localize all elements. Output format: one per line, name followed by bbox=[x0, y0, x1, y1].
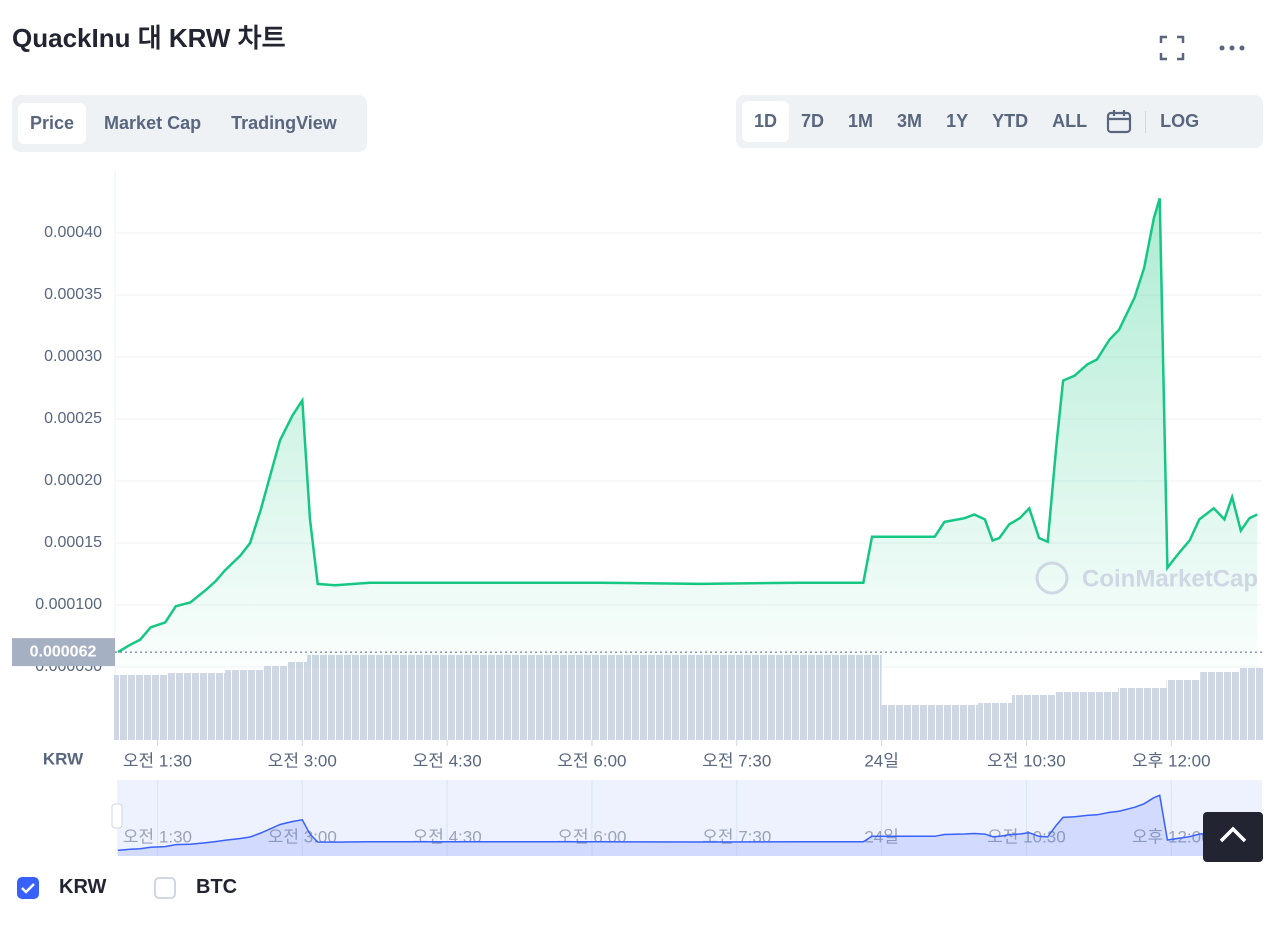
y-tick-label: 0.000100 bbox=[35, 596, 102, 613]
tab-group: Price Market Cap TradingView bbox=[12, 95, 367, 152]
volume-bar bbox=[307, 655, 882, 740]
x-tick-label: 오전 6:00 bbox=[557, 751, 626, 770]
navigator-area bbox=[117, 795, 1258, 856]
legend-item[interactable]: BTC bbox=[154, 876, 237, 899]
range-button[interactable]: 7D bbox=[801, 111, 825, 131]
legend-label: KRW bbox=[59, 876, 107, 898]
range-button[interactable]: ALL bbox=[1052, 111, 1088, 131]
watermark: CoinMarketCap bbox=[1082, 565, 1258, 592]
tab[interactable]: TradingView bbox=[231, 113, 337, 133]
navigator-tick-label: 오후 12:00 bbox=[1132, 827, 1211, 846]
price-line bbox=[117, 197, 1258, 654]
legend-item[interactable]: KRW bbox=[17, 876, 106, 899]
navigator-bg[interactable] bbox=[117, 780, 1262, 856]
volume-bar bbox=[881, 705, 979, 740]
log-button[interactable]: LOG bbox=[1160, 111, 1200, 131]
x-tick-label: 오전 7:30 bbox=[702, 751, 771, 770]
scroll-top-icon bbox=[1219, 826, 1247, 843]
navigator-tick-label: 오전 1:30 bbox=[123, 827, 192, 846]
volume-bar bbox=[1238, 668, 1263, 740]
navigator-tick-label: 오전 10:30 bbox=[987, 827, 1066, 846]
scroll-top-button[interactable] bbox=[1203, 812, 1263, 862]
tab[interactable]: Market Cap bbox=[104, 113, 202, 133]
range-button[interactable]: YTD bbox=[992, 111, 1029, 131]
x-tick-label: 오전 3:00 bbox=[268, 751, 337, 770]
volume-bar bbox=[287, 662, 308, 740]
price-marker-label: 0.000062 bbox=[30, 643, 97, 660]
volume-bar bbox=[225, 670, 264, 740]
volume-bar bbox=[1055, 692, 1119, 740]
range-button[interactable]: 1M bbox=[848, 111, 874, 131]
volume-bar bbox=[978, 703, 1012, 740]
volume-bar bbox=[263, 666, 288, 740]
checkbox[interactable] bbox=[154, 876, 176, 899]
calendar-icon[interactable] bbox=[1103, 109, 1137, 135]
legend-label: BTC bbox=[196, 876, 238, 898]
range-group: 1D 7D 1M 3M 1Y YTD ALL LOG bbox=[736, 95, 1263, 148]
range-button[interactable]: 1D bbox=[742, 101, 790, 142]
price-area bbox=[117, 198, 1258, 668]
x-tick-label: 24일 bbox=[864, 751, 899, 770]
y-tick-label: 0.00040 bbox=[44, 224, 102, 241]
checkbox[interactable] bbox=[17, 876, 39, 899]
navigator-handle bbox=[111, 803, 123, 829]
x-tick-label: 오전 10:30 bbox=[987, 751, 1066, 770]
more-icon[interactable] bbox=[1218, 40, 1248, 56]
watermark-logo bbox=[1035, 561, 1069, 595]
volume-bar bbox=[167, 673, 226, 740]
y-tick-label: 0.00025 bbox=[44, 410, 102, 427]
fullscreen-icon[interactable] bbox=[1158, 34, 1186, 62]
volume-bar bbox=[1118, 688, 1167, 740]
volume-bar bbox=[1166, 680, 1201, 740]
y-tick-label: 0.00015 bbox=[44, 534, 102, 551]
range-button[interactable]: 3M bbox=[897, 111, 923, 131]
range-button[interactable]: 1Y bbox=[946, 111, 969, 131]
page-title: QuackInu 대 KRW 차트 bbox=[12, 23, 286, 53]
check-mark bbox=[21, 882, 35, 894]
price-marker-box bbox=[12, 638, 115, 667]
tab[interactable]: Price bbox=[18, 103, 87, 144]
x-tick-label: 오전 1:30 bbox=[123, 751, 192, 770]
separator bbox=[1145, 110, 1147, 133]
y-tick-label: 0.00020 bbox=[44, 472, 102, 489]
currency-label: KRW bbox=[43, 749, 84, 768]
volume-bar bbox=[1200, 672, 1239, 740]
volume-bar bbox=[1011, 695, 1056, 740]
x-tick-label: 오후 12:00 bbox=[1132, 751, 1211, 770]
volume-bar bbox=[114, 675, 168, 740]
navigator-line bbox=[117, 794, 1258, 851]
y-tick-label: 0.00035 bbox=[44, 286, 102, 303]
x-tick-label: 오전 4:30 bbox=[413, 751, 482, 770]
y-tick-label: 0.00030 bbox=[44, 348, 102, 365]
